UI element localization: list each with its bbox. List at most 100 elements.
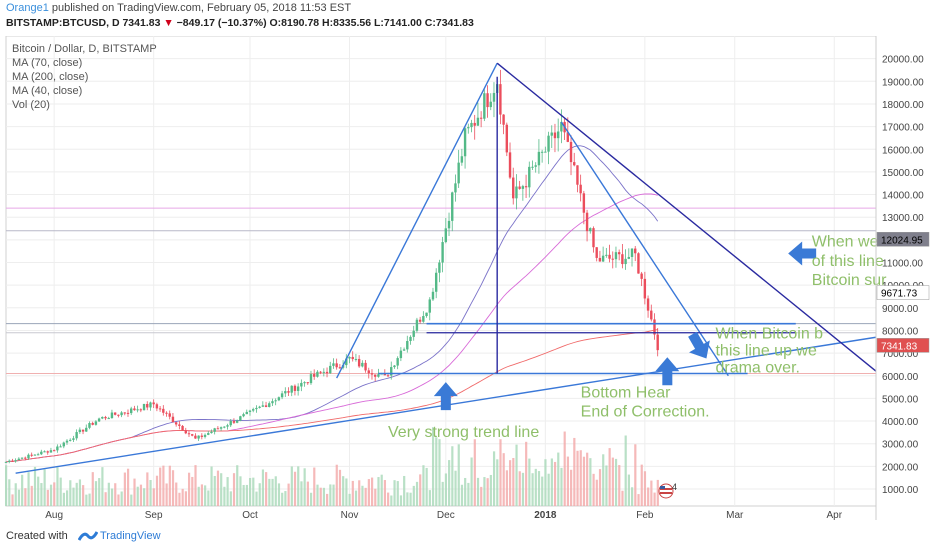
volume-bar	[46, 489, 49, 506]
candle-body	[142, 403, 146, 411]
y-tick-label: 14000.00	[882, 191, 924, 202]
candle-body	[617, 252, 621, 255]
candle-body	[190, 434, 194, 436]
volume-bar	[220, 473, 223, 506]
volume-bar	[326, 493, 329, 506]
volume-bar	[104, 492, 107, 506]
candle-body	[566, 132, 570, 142]
author-link[interactable]: Orange1	[6, 2, 49, 14]
candle-body	[274, 400, 277, 402]
candle-body	[255, 407, 258, 410]
y-tick-label: 5000.00	[882, 394, 919, 405]
candle-body	[319, 371, 322, 373]
candle-body	[306, 382, 309, 384]
candle-body	[402, 349, 406, 351]
volume-bar	[345, 478, 348, 506]
candle-body	[287, 391, 290, 393]
candle-body	[139, 409, 143, 411]
candle-body	[322, 371, 326, 373]
volume-bar	[149, 479, 152, 506]
candle-body	[361, 362, 364, 367]
candle-body	[345, 358, 348, 366]
volume-bar	[143, 488, 146, 506]
candle-body	[598, 257, 602, 262]
down-arrow-icon-shape	[688, 331, 710, 359]
candle-body	[33, 454, 37, 456]
volume-bar	[354, 490, 358, 506]
time-axis[interactable]: Aug Sep Oct Nov Dec 2018 Feb Mar Apr	[45, 510, 842, 521]
candle-body	[171, 416, 175, 423]
candle-body	[24, 457, 27, 459]
volume-bar	[387, 492, 390, 506]
candle-body	[357, 358, 361, 367]
volume-bar	[316, 484, 319, 506]
candle-body	[373, 374, 377, 377]
us-flag-icon: 4	[658, 482, 677, 499]
candle-body	[399, 350, 403, 359]
candle-body	[52, 450, 56, 452]
volume-bar	[351, 480, 354, 506]
volume-bar	[293, 471, 297, 506]
candle-body	[162, 408, 165, 413]
volume-bar	[592, 473, 595, 506]
volume-bar	[435, 437, 438, 506]
volume-bar	[303, 468, 306, 506]
symbol-quote: BITSTAMP:BTCUSD, D 7341.83	[6, 17, 161, 29]
candle-body	[383, 373, 387, 376]
candle-body	[499, 84, 502, 115]
candle-body	[624, 258, 627, 265]
volume-bar	[49, 484, 53, 506]
volume-bar	[261, 469, 265, 506]
volume-bar	[489, 474, 492, 506]
volume-bar	[448, 460, 451, 506]
candle-body	[428, 299, 431, 313]
candle-body	[621, 254, 624, 265]
volume-bar	[181, 488, 184, 506]
candle-body	[444, 228, 448, 243]
candle-body	[65, 440, 69, 443]
volume-bar	[120, 491, 123, 506]
price-chart[interactable]: When we b of this line Bitcoin sur When Bit…	[0, 36, 932, 522]
volume-bar	[367, 479, 370, 506]
tradingview-logo-icon	[78, 531, 98, 541]
tradingview-link[interactable]: TradingView	[100, 530, 161, 542]
volume-bar	[207, 490, 210, 506]
volume-bar	[419, 474, 422, 506]
volume-bar	[162, 465, 165, 506]
candle-body	[88, 422, 91, 428]
candle-body	[479, 117, 483, 119]
y-tick-label: 7000.00	[882, 349, 919, 360]
volume-bar	[509, 460, 512, 506]
x-tick-label: Nov	[341, 510, 359, 521]
candle-body	[643, 278, 647, 299]
candle-body	[72, 438, 75, 440]
candle-body	[528, 166, 531, 188]
candle-body	[187, 433, 191, 435]
volume-bar	[226, 477, 229, 506]
annotation-text: Very strong trend line	[388, 424, 539, 441]
footer: Created with TradingView	[0, 526, 932, 550]
volume-bar	[570, 469, 573, 506]
volume-bar	[24, 488, 27, 506]
down-arrow-icon: ▼	[163, 17, 174, 29]
candle-body	[553, 132, 557, 139]
annotation-texts: When we b of this line Bitcoin sur When Bit…	[388, 234, 892, 441]
volume-bar	[643, 471, 647, 506]
candle-body	[20, 457, 24, 459]
volume-bar	[78, 479, 82, 506]
volume-bar	[550, 458, 553, 506]
volume-bar	[236, 465, 239, 506]
candle-body	[235, 420, 239, 423]
candle-body	[348, 356, 351, 359]
candle-body	[168, 413, 171, 417]
candle-body	[194, 435, 197, 439]
candle-body	[110, 412, 114, 419]
volume-bar	[515, 444, 518, 506]
volume-bar	[390, 495, 393, 506]
price-axis[interactable]: 1000.00 2000.00 3000.00 4000.00 5000.00 6000.…	[875, 36, 930, 520]
candle-body	[104, 416, 107, 419]
y-tick-label: 8000.00	[882, 326, 919, 337]
volume-bar	[451, 446, 454, 506]
candle-body	[223, 426, 226, 428]
volume-bar	[159, 467, 162, 506]
